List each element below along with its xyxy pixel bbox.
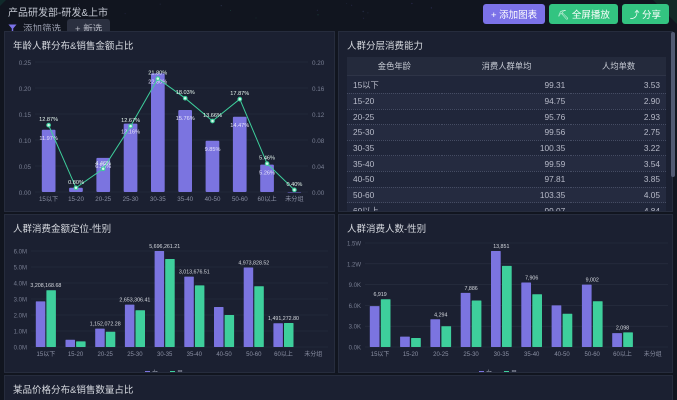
svg-text:3.0M: 3.0M (14, 298, 27, 304)
svg-text:15以下: 15以下 (371, 351, 390, 358)
svg-text:1.5W: 1.5W (347, 242, 361, 248)
svg-text:4,973,828.52: 4,973,828.52 (238, 261, 269, 267)
svg-text:20-25: 20-25 (98, 352, 114, 358)
svg-text:0.12: 0.12 (312, 112, 325, 119)
svg-text:4.0M: 4.0M (14, 282, 27, 288)
svg-text:40-50: 40-50 (216, 352, 232, 358)
svg-text:5.26%: 5.26% (259, 171, 275, 177)
svg-text:5.46%: 5.46% (259, 156, 275, 162)
svg-text:女: 女 (486, 369, 492, 373)
svg-text:9,002: 9,002 (586, 278, 599, 284)
svg-text:男: 男 (511, 370, 517, 373)
svg-text:25-30: 25-30 (463, 352, 479, 358)
svg-text:17.87%: 17.87% (230, 91, 249, 97)
svg-text:35-40: 35-40 (524, 352, 540, 358)
svg-text:50-60: 50-60 (246, 352, 262, 358)
svg-text:未分组: 未分组 (304, 350, 322, 358)
svg-text:0.00: 0.00 (312, 190, 325, 197)
svg-text:3.0K: 3.0K (349, 325, 361, 331)
svg-text:0.25: 0.25 (19, 60, 32, 67)
svg-text:50-60: 50-60 (585, 352, 601, 358)
svg-text:30-35: 30-35 (150, 196, 166, 203)
svg-text:6.0M: 6.0M (14, 250, 27, 256)
svg-text:0.10: 0.10 (19, 138, 32, 145)
svg-text:60以上: 60以上 (613, 350, 632, 358)
svg-text:0.15: 0.15 (19, 112, 32, 119)
svg-text:0.05: 0.05 (19, 164, 32, 171)
svg-text:30-35: 30-35 (157, 352, 173, 358)
svg-text:1,152,072.28: 1,152,072.28 (90, 322, 121, 328)
svg-text:7,906: 7,906 (525, 276, 538, 282)
svg-text:12.67%: 12.67% (121, 118, 140, 124)
svg-text:15-20: 15-20 (68, 196, 84, 203)
svg-text:7,886: 7,886 (464, 286, 477, 292)
svg-text:0.00: 0.00 (19, 190, 32, 197)
svg-text:40-50: 40-50 (205, 196, 221, 203)
svg-text:3,013,676.51: 3,013,676.51 (179, 270, 210, 276)
svg-text:未分组: 未分组 (285, 195, 304, 203)
svg-text:5,696,261.21: 5,696,261.21 (149, 244, 180, 250)
svg-text:4.46%: 4.46% (95, 161, 111, 167)
svg-text:2,653,306.41: 2,653,306.41 (119, 298, 150, 304)
svg-text:9.0K: 9.0K (349, 283, 361, 289)
svg-text:1.0M: 1.0M (14, 330, 27, 336)
svg-text:13,851: 13,851 (493, 244, 509, 250)
svg-text:21.80%: 21.80% (148, 71, 167, 77)
svg-text:50-60: 50-60 (232, 196, 248, 203)
svg-text:4,294: 4,294 (434, 312, 447, 318)
svg-text:20-25: 20-25 (433, 352, 449, 358)
svg-text:35-40: 35-40 (187, 352, 203, 358)
svg-text:0.04: 0.04 (312, 164, 325, 171)
svg-text:15-20: 15-20 (403, 352, 419, 358)
svg-text:2.0M: 2.0M (14, 314, 27, 320)
svg-text:0.16: 0.16 (312, 86, 325, 93)
svg-text:6.0K: 6.0K (349, 304, 361, 310)
svg-text:35-40: 35-40 (177, 196, 193, 203)
svg-text:14.47%: 14.47% (230, 123, 249, 129)
svg-text:0.0K: 0.0K (349, 346, 361, 352)
svg-text:30-35: 30-35 (494, 352, 510, 358)
svg-text:13.16%: 13.16% (121, 130, 140, 136)
svg-text:0.08: 0.08 (312, 138, 325, 145)
svg-text:0.20: 0.20 (19, 86, 32, 93)
svg-text:25-30: 25-30 (123, 196, 139, 203)
svg-text:25-30: 25-30 (127, 352, 143, 358)
svg-text:15以下: 15以下 (37, 351, 56, 358)
svg-text:1,491,272.80: 1,491,272.80 (268, 316, 299, 322)
svg-text:15以下: 15以下 (39, 196, 58, 203)
svg-text:3,208,168.68: 3,208,168.68 (30, 283, 61, 289)
svg-text:0.80%: 0.80% (68, 180, 84, 186)
svg-text:0.40%: 0.40% (286, 182, 302, 188)
svg-text:2,098: 2,098 (616, 325, 629, 331)
svg-text:男: 男 (177, 370, 183, 373)
svg-text:0.0M: 0.0M (14, 346, 27, 352)
svg-text:12.87%: 12.87% (39, 117, 58, 123)
svg-text:女: 女 (152, 369, 158, 373)
svg-text:60以上: 60以上 (274, 350, 293, 358)
svg-text:60以上: 60以上 (257, 195, 276, 203)
svg-text:9.85%: 9.85% (205, 147, 221, 153)
svg-text:13.66%: 13.66% (203, 113, 222, 119)
svg-text:18.03%: 18.03% (176, 90, 195, 96)
svg-text:20-25: 20-25 (95, 196, 111, 203)
svg-text:6,919: 6,919 (373, 292, 386, 298)
svg-text:未分组: 未分组 (644, 350, 662, 358)
svg-text:15-20: 15-20 (68, 352, 84, 358)
svg-text:40-50: 40-50 (554, 352, 570, 358)
svg-text:1.2W: 1.2W (347, 262, 361, 268)
svg-text:0.20: 0.20 (312, 60, 325, 67)
svg-text:15.76%: 15.76% (176, 116, 195, 122)
svg-text:5.0M: 5.0M (14, 266, 27, 272)
